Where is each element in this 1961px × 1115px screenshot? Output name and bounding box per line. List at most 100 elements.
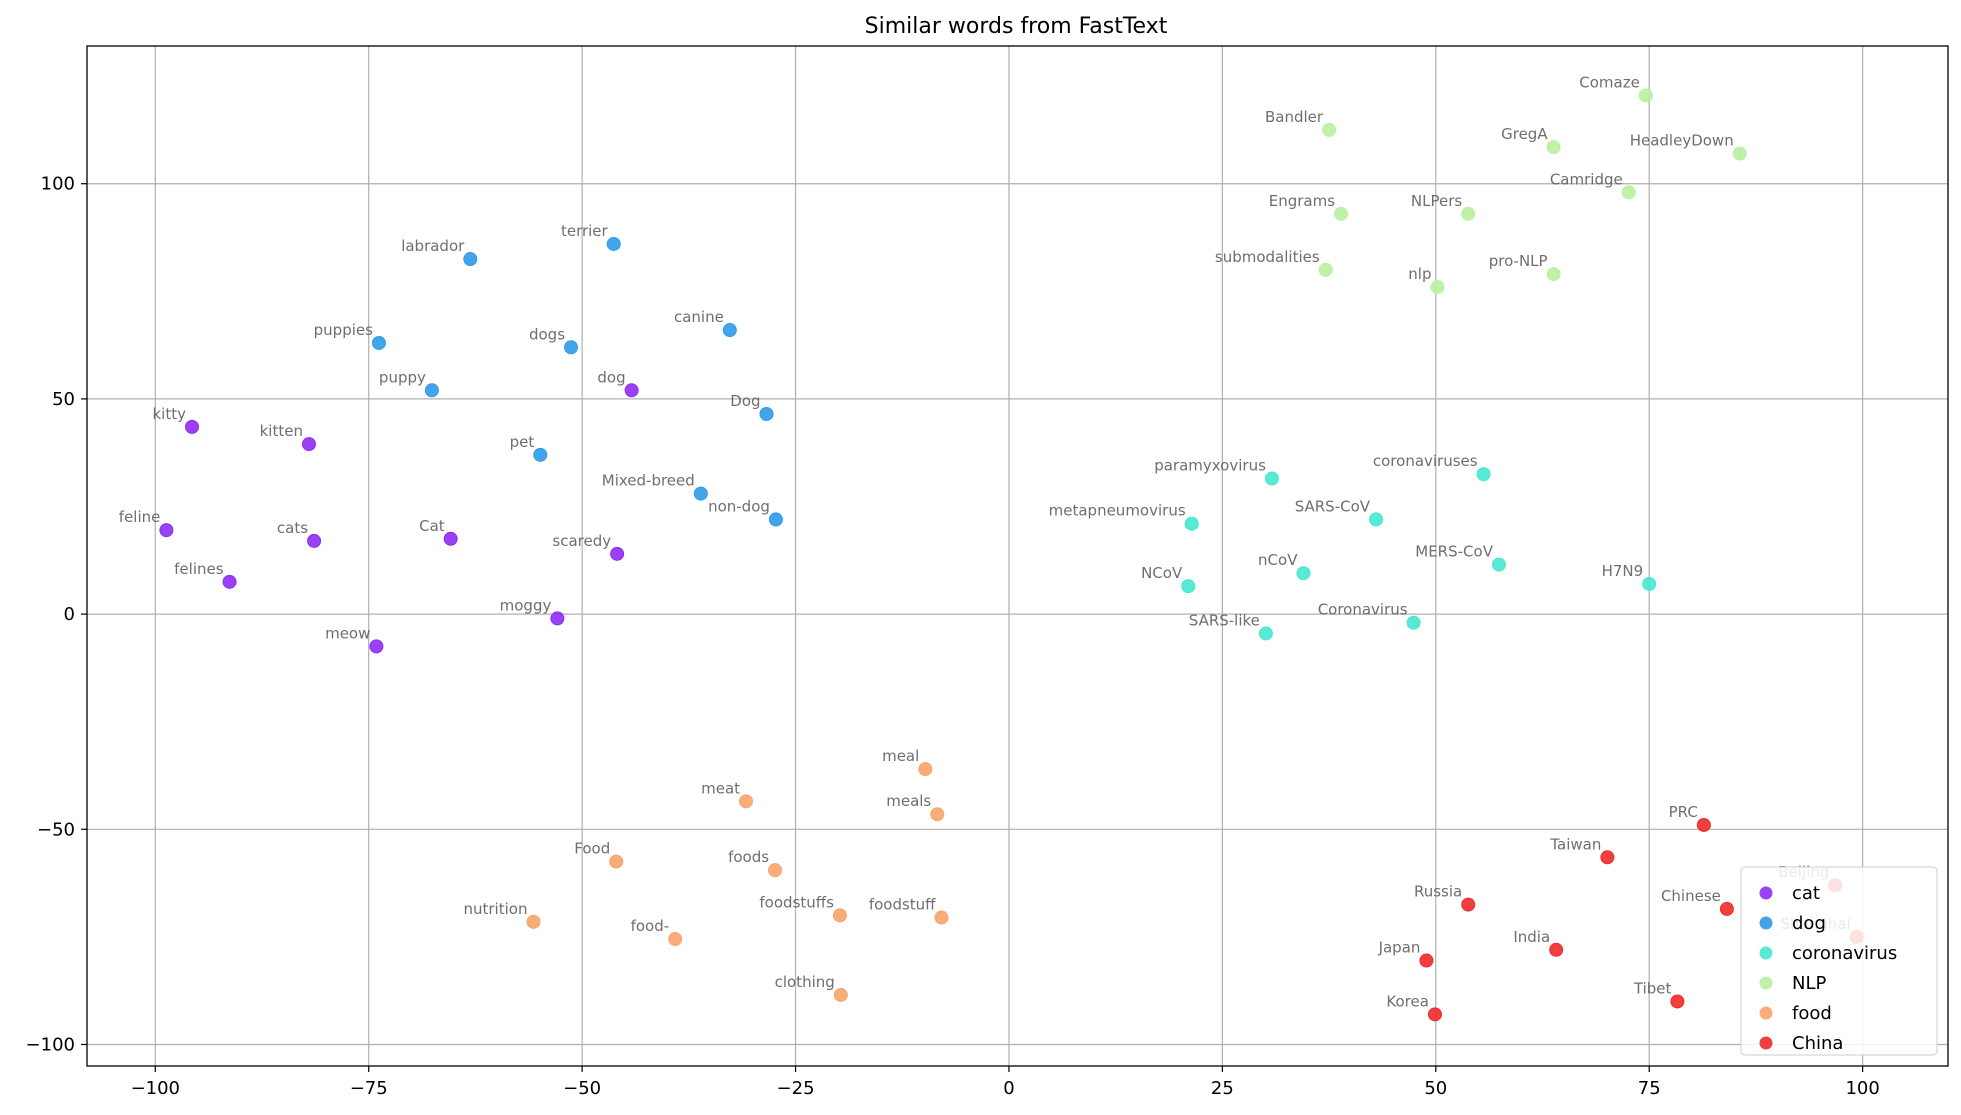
axes: −100 −75 −50 −25 0 25 50 75 100 −100 −50 0 50 100 <box>26 45 1949 1099</box>
data-point-cat <box>301 437 316 452</box>
point-label: terrier <box>561 222 609 240</box>
x-tick-label: −75 <box>350 1078 388 1099</box>
point-label: submodalities <box>1215 248 1320 266</box>
data-point-food <box>934 910 949 925</box>
point-label: foodstuff <box>869 896 936 914</box>
legend-entry: dog <box>1792 913 1826 934</box>
point-label: paramyxovirus <box>1154 457 1266 475</box>
point-label: Food <box>574 840 610 858</box>
point-label: felines <box>174 560 224 578</box>
point-label: pro-NLP <box>1489 252 1548 270</box>
y-tick-label: 50 <box>52 389 75 410</box>
data-point-coronavirus <box>1296 566 1311 581</box>
data-point-food <box>833 987 848 1002</box>
data-point-cat <box>222 574 237 589</box>
data-point-nlp <box>1322 122 1337 137</box>
data-point-china <box>1696 817 1711 832</box>
point-label: Tibet <box>1633 979 1672 997</box>
point-label: meals <box>886 792 931 810</box>
x-tick-label: −100 <box>131 1078 180 1099</box>
data-point-nlp <box>1546 140 1561 155</box>
point-label: H7N9 <box>1602 562 1644 580</box>
legend-entry: China <box>1792 1033 1843 1054</box>
data-point-china <box>1719 901 1734 916</box>
data-point-china <box>1427 1007 1442 1022</box>
data-point-coronavirus <box>1184 516 1199 531</box>
point-label: GregA <box>1501 125 1548 143</box>
data-point-coronavirus <box>1258 626 1273 641</box>
data-point-china <box>1419 953 1434 968</box>
legend-entry: coronavirus <box>1792 943 1897 964</box>
point-label: kitten <box>260 422 303 440</box>
data-point-dog <box>693 486 708 501</box>
point-label: India <box>1513 928 1550 946</box>
data-point-cat <box>624 383 639 398</box>
data-points <box>159 88 1864 1022</box>
data-point-dog <box>768 512 783 527</box>
data-point-cat <box>610 546 625 561</box>
point-label: Camridge <box>1550 170 1623 188</box>
point-label: meow <box>325 624 370 642</box>
point-label: clothing <box>775 973 835 991</box>
x-tick-label: 0 <box>1003 1078 1014 1099</box>
chart-title: Similar words from FastText <box>865 14 1168 39</box>
data-point-food <box>768 863 783 878</box>
data-point-dog <box>463 252 478 267</box>
point-label: Dog <box>730 392 760 410</box>
legend-entry: food <box>1792 1003 1832 1024</box>
point-label: PRC <box>1669 803 1698 821</box>
point-label: nutrition <box>464 900 528 918</box>
point-label: coronaviruses <box>1373 452 1478 470</box>
point-label: nCoV <box>1258 551 1298 569</box>
data-point-nlp <box>1638 88 1653 103</box>
point-label: Engrams <box>1269 192 1335 210</box>
legend-entry: cat <box>1792 883 1820 904</box>
data-point-china <box>1461 897 1476 912</box>
data-point-dog <box>424 383 439 398</box>
data-point-food <box>739 794 754 809</box>
point-label: puppy <box>379 368 426 386</box>
data-point-china <box>1549 942 1564 957</box>
point-label: foods <box>728 848 769 866</box>
data-point-coronavirus <box>1642 576 1657 591</box>
data-point-coronavirus <box>1491 557 1506 572</box>
point-label: SARS-like <box>1189 611 1260 629</box>
data-point-dog <box>371 335 386 350</box>
data-point-dog <box>533 447 548 462</box>
point-label: dogs <box>529 325 565 343</box>
data-point-food <box>918 762 933 777</box>
point-label: Coronavirus <box>1318 601 1408 619</box>
point-label: Korea <box>1386 992 1429 1010</box>
point-label: scaredy <box>552 532 611 550</box>
legend-marker <box>1759 916 1773 930</box>
point-label: non-dog <box>708 497 770 515</box>
legend-marker <box>1759 976 1773 990</box>
data-point-coronavirus <box>1476 467 1491 482</box>
data-point-cat <box>369 639 384 654</box>
data-point-china <box>1600 850 1615 865</box>
x-tick-label: 75 <box>1638 1078 1661 1099</box>
data-point-food <box>668 932 683 947</box>
data-point-cat <box>550 611 565 626</box>
legend-entry: NLP <box>1792 973 1826 994</box>
point-label: pet <box>510 433 535 451</box>
data-point-nlp <box>1546 267 1561 282</box>
data-point-cat <box>185 419 200 434</box>
legend-marker <box>1759 1006 1773 1020</box>
point-label: NCoV <box>1141 564 1183 582</box>
point-label: labrador <box>401 237 465 255</box>
data-point-food <box>609 854 624 869</box>
grid <box>87 46 1948 1066</box>
point-label: feline <box>119 508 161 526</box>
data-point-nlp <box>1732 146 1747 161</box>
point-label: Cat <box>419 517 445 535</box>
legend-box <box>1740 866 1938 1056</box>
data-point-nlp <box>1461 206 1476 221</box>
data-point-dog <box>606 236 621 251</box>
point-label: meat <box>701 779 740 797</box>
legend-marker <box>1759 946 1773 960</box>
data-point-coronavirus <box>1181 579 1196 594</box>
point-label: Comaze <box>1579 73 1640 91</box>
data-point-nlp <box>1334 206 1349 221</box>
